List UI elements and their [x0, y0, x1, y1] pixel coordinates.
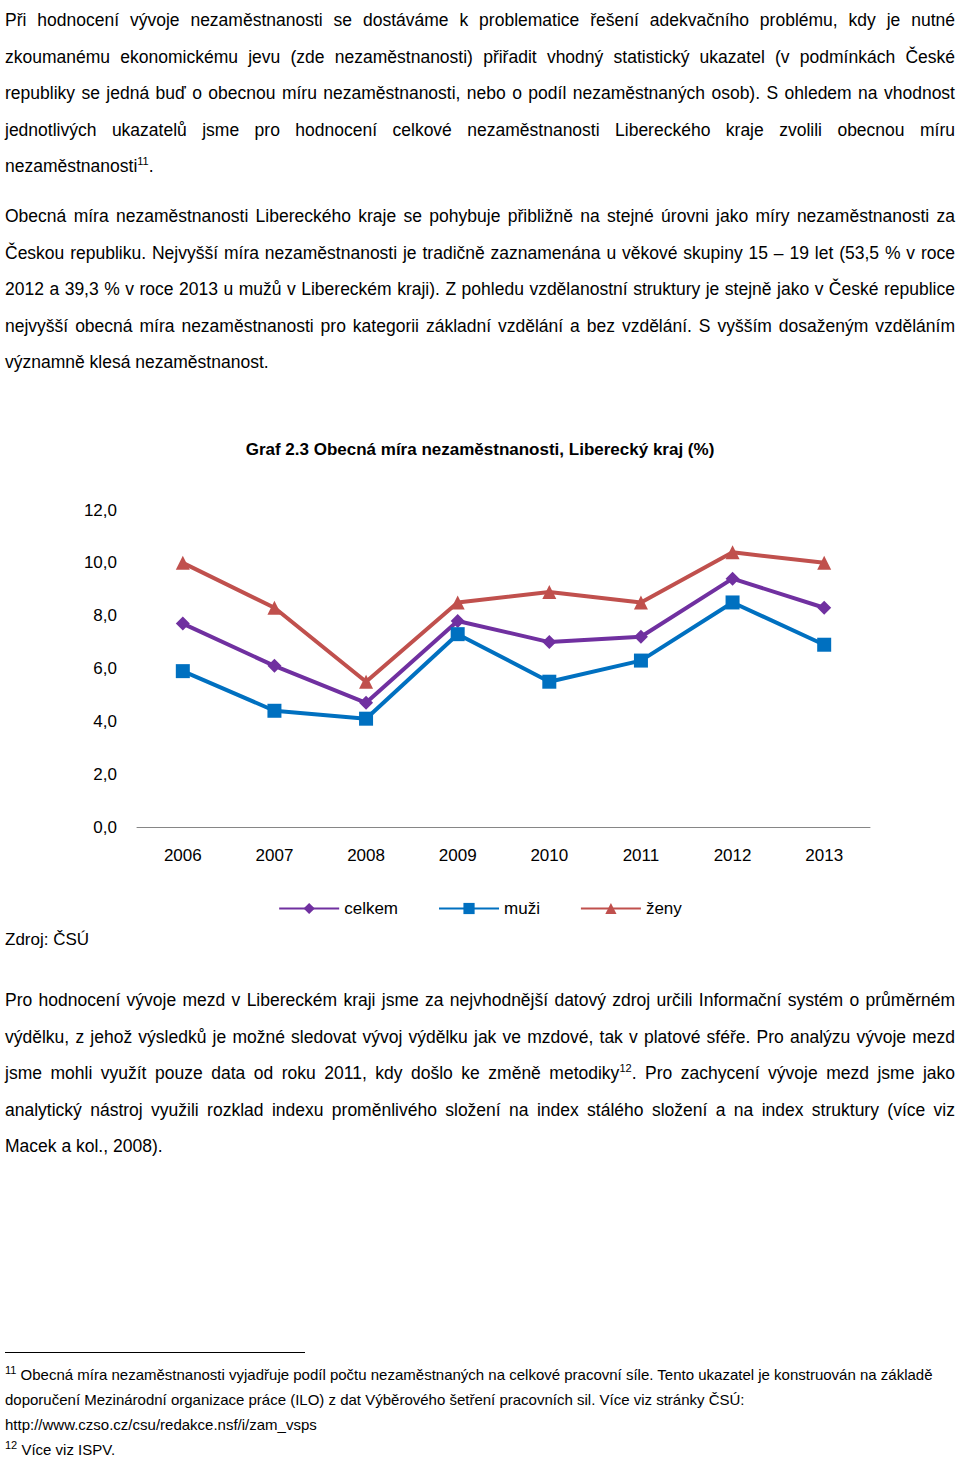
html-text:Graf 2.3 Obecná míra nezaměstn: Graf 2.3 Obecná míra nezaměstnanosti, Li…: [245, 440, 715, 459]
svg-text:0,0: 0,0: [93, 818, 117, 837]
svg-text:2013: 2013: [805, 846, 843, 865]
svg-text:2008: 2008: [347, 846, 385, 865]
html-text:Při hodnocení vývoje nezaměstn: Při hodnocení vývoje nezaměstnanosti se …: [5, 10, 955, 176]
html-text:Pro hodnocení vývoje mezd v Li: Pro hodnocení vývoje mezd v Libereckém k…: [5, 990, 955, 1156]
svg-text:2011: 2011: [623, 846, 660, 865]
svg-text:12,0: 12,0: [84, 501, 117, 520]
html-text:12Více viz ISPV.: 12Více viz ISPV.: [5, 1439, 116, 1458]
html-text:Zdroj: ČSÚ: Zdroj: ČSÚ: [5, 930, 90, 949]
svg-text:2009: 2009: [439, 846, 477, 865]
svg-text:2010: 2010: [530, 846, 568, 865]
html-text:Obecná míra nezaměstnanosti Li: Obecná míra nezaměstnanosti Libereckého …: [5, 206, 955, 372]
svg-text:10,0: 10,0: [84, 553, 117, 572]
svg-text:muži: muži: [504, 899, 540, 918]
svg-text:2,0: 2,0: [93, 765, 117, 784]
svg-text:ženy: ženy: [646, 899, 682, 918]
svg-text:celkem: celkem: [344, 899, 398, 918]
svg-text:6,0: 6,0: [93, 659, 117, 678]
svg-text:4,0: 4,0: [93, 712, 117, 731]
svg-text:2006: 2006: [164, 846, 202, 865]
svg-text:2012: 2012: [714, 846, 752, 865]
html-text:11Obecná míra nezaměstnanosti: 11Obecná míra nezaměstnanosti vyjadřuje …: [5, 1364, 933, 1433]
svg-text:2007: 2007: [256, 846, 294, 865]
svg-text:8,0: 8,0: [93, 606, 117, 625]
